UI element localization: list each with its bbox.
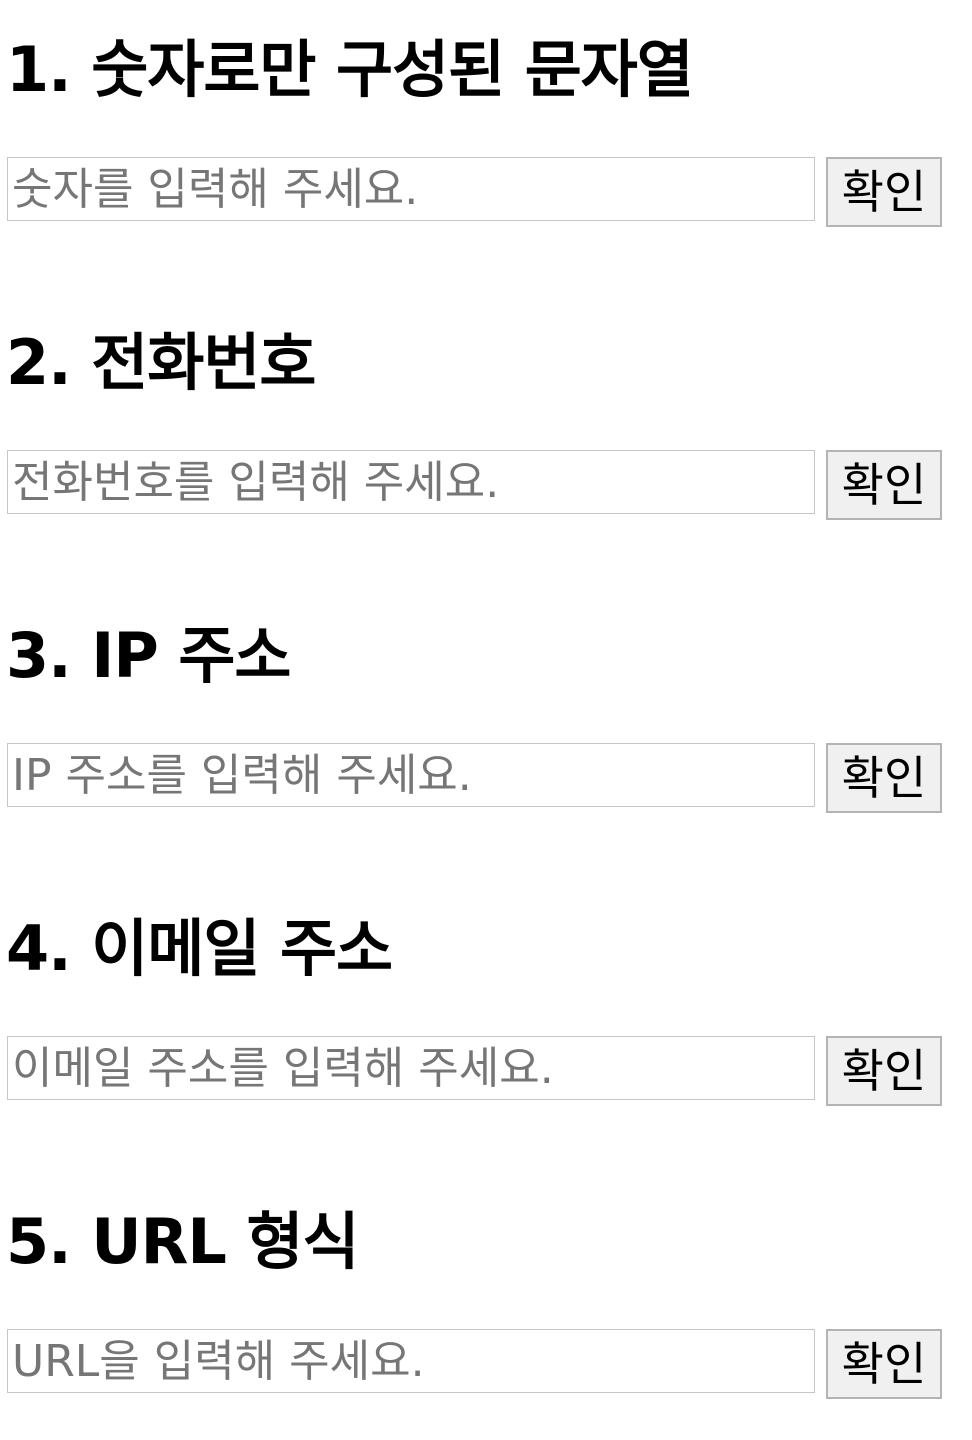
url-section-title: 5. URL 형식 bbox=[6, 1205, 360, 1278]
number-section-title: 1. 숫자로만 구성된 문자열 bbox=[6, 33, 694, 106]
url-confirm-button[interactable]: 확인 bbox=[826, 1329, 942, 1399]
ip-confirm-button[interactable]: 확인 bbox=[826, 743, 942, 813]
email-confirm-button[interactable]: 확인 bbox=[826, 1036, 942, 1106]
email-section-title: 4. 이메일 주소 bbox=[6, 912, 393, 985]
email-input[interactable] bbox=[7, 1036, 815, 1100]
phone-confirm-button[interactable]: 확인 bbox=[826, 450, 942, 520]
phone-section-title: 2. 전화번호 bbox=[6, 326, 316, 399]
ip-section-title: 3. IP 주소 bbox=[6, 619, 291, 692]
ip-input[interactable] bbox=[7, 743, 815, 807]
number-confirm-button[interactable]: 확인 bbox=[826, 157, 942, 227]
url-input[interactable] bbox=[7, 1329, 815, 1393]
phone-input[interactable] bbox=[7, 450, 815, 514]
number-input[interactable] bbox=[7, 157, 815, 221]
